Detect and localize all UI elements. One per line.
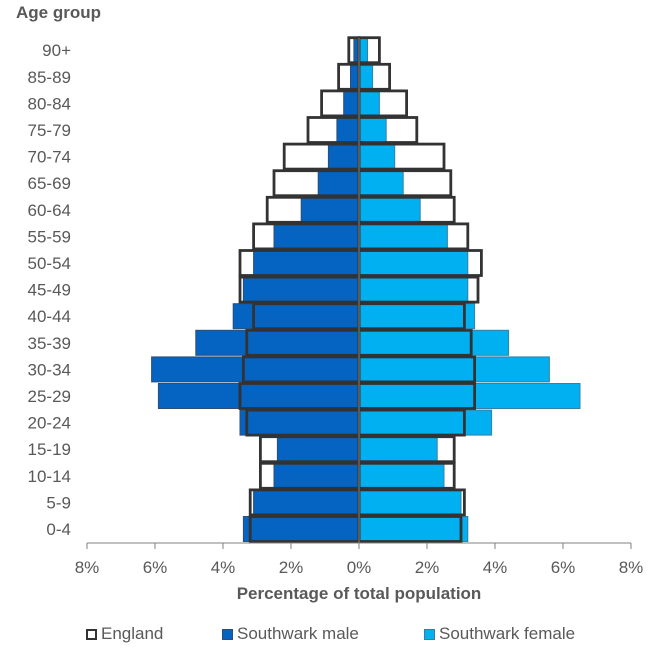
legend-label-england: England	[101, 624, 164, 643]
y-tick-label: 5-9	[46, 493, 71, 512]
legend-label-southwark-male: Southwark male	[237, 624, 359, 643]
southwark-male-swatch-icon	[222, 628, 233, 640]
legend-item-southwark-female: Southwark female	[424, 624, 575, 644]
x-tick-label: 6%	[551, 558, 576, 577]
y-tick-label: 50-54	[28, 254, 71, 273]
x-tick-label: 8%	[75, 558, 100, 577]
bar-southwark-male-45-49	[242, 276, 360, 303]
x-tick-label: 2%	[415, 558, 440, 577]
bar-southwark-male-70-74	[327, 143, 360, 170]
y-tick-label: 35-39	[28, 334, 71, 353]
x-tick-label: 4%	[211, 558, 236, 577]
y-tick-label: 80-84	[28, 94, 71, 113]
bar-southwark-male-10-14	[273, 462, 360, 489]
bar-southwark-female-50-54	[358, 250, 469, 276]
y-tick-label: 10-14	[28, 467, 71, 486]
bar-southwark-female-70-74	[358, 143, 396, 170]
x-tick-label: 8%	[619, 558, 644, 577]
legend-item-england: England	[86, 624, 163, 644]
y-tick-label: 45-49	[28, 281, 71, 300]
bar-southwark-female-65-69	[358, 170, 404, 197]
legend: England Southwark male Southwark female	[0, 624, 665, 652]
y-tick-label: 55-59	[28, 227, 71, 246]
y-tick-label: 30-34	[28, 360, 71, 379]
bar-southwark-male-15-19	[276, 436, 360, 463]
southwark-female-swatch-icon	[424, 628, 435, 640]
bar-southwark-male-80-84	[343, 90, 360, 117]
bar-southwark-female-10-14	[358, 462, 445, 489]
bar-southwark-female-5-9	[358, 489, 462, 516]
bar-southwark-male-40-44	[232, 303, 360, 330]
legend-label-southwark-female: Southwark female	[439, 624, 576, 643]
bar-southwark-male-5-9	[253, 489, 360, 516]
y-tick-label: 40-44	[28, 307, 71, 326]
bar-southwark-male-65-69	[317, 170, 360, 197]
bar-southwark-female-15-19	[358, 436, 438, 463]
bar-southwark-female-60-64	[358, 196, 421, 223]
bar-southwark-male-35-39	[195, 329, 360, 356]
bar-southwark-female-80-84	[358, 90, 380, 117]
y-tick-label: 15-19	[28, 440, 71, 459]
bar-southwark-female-20-24	[358, 409, 493, 436]
y-tick-label: 75-79	[28, 121, 71, 140]
bar-southwark-male-75-79	[336, 117, 360, 143]
bar-southwark-female-75-79	[358, 117, 387, 143]
y-axis-title: Age group	[16, 3, 101, 22]
x-tick-label: 6%	[143, 558, 168, 577]
x-axis: 0-4 5-9 10-14 15-19 20-24 25-29 30-34 35-39 40-4…	[28, 38, 644, 577]
y-tick-label: 70-74	[28, 148, 71, 167]
y-tick-label: 60-64	[28, 201, 71, 220]
bar-southwark-male-55-59	[273, 223, 360, 250]
y-tick-label: 25-29	[28, 387, 71, 406]
bar-southwark-female-40-44	[358, 303, 476, 330]
y-tick-label: 0-4	[46, 520, 71, 539]
population-pyramid-chart: Age group 0-4 5-9 10-14 15-19 20-24 25-29 30-3…	[16, 3, 644, 603]
bar-southwark-male-25-29	[157, 383, 360, 409]
bar-southwark-male-50-54	[253, 250, 360, 276]
bar-southwark-female-35-39	[358, 329, 510, 356]
bar-southwark-male-0-4	[242, 516, 360, 542]
y-tick-label: 65-69	[28, 174, 71, 193]
x-axis-title: Percentage of total population	[237, 584, 482, 603]
bar-southwark-male-60-64	[300, 196, 360, 223]
bar-southwark-male-30-34	[151, 356, 360, 383]
legend-item-southwark-male: Southwark male	[222, 624, 359, 644]
bar-southwark-female-45-49	[358, 276, 469, 303]
england-swatch-icon	[86, 628, 97, 640]
bar-southwark-female-0-4	[358, 516, 469, 542]
bar-southwark-female-55-59	[358, 223, 448, 250]
x-tick-label: 4%	[483, 558, 508, 577]
bars-group	[151, 36, 581, 543]
bar-southwark-female-30-34	[358, 356, 550, 383]
y-tick-label: 85-89	[28, 68, 71, 87]
bar-southwark-female-25-29	[358, 383, 581, 409]
bar-southwark-female-85-89	[358, 63, 374, 90]
y-tick-label: 20-24	[28, 414, 71, 433]
x-tick-label: 0%	[347, 558, 372, 577]
x-tick-label: 2%	[279, 558, 304, 577]
bar-southwark-male-20-24	[239, 409, 360, 436]
y-tick-label: 90+	[42, 41, 71, 60]
